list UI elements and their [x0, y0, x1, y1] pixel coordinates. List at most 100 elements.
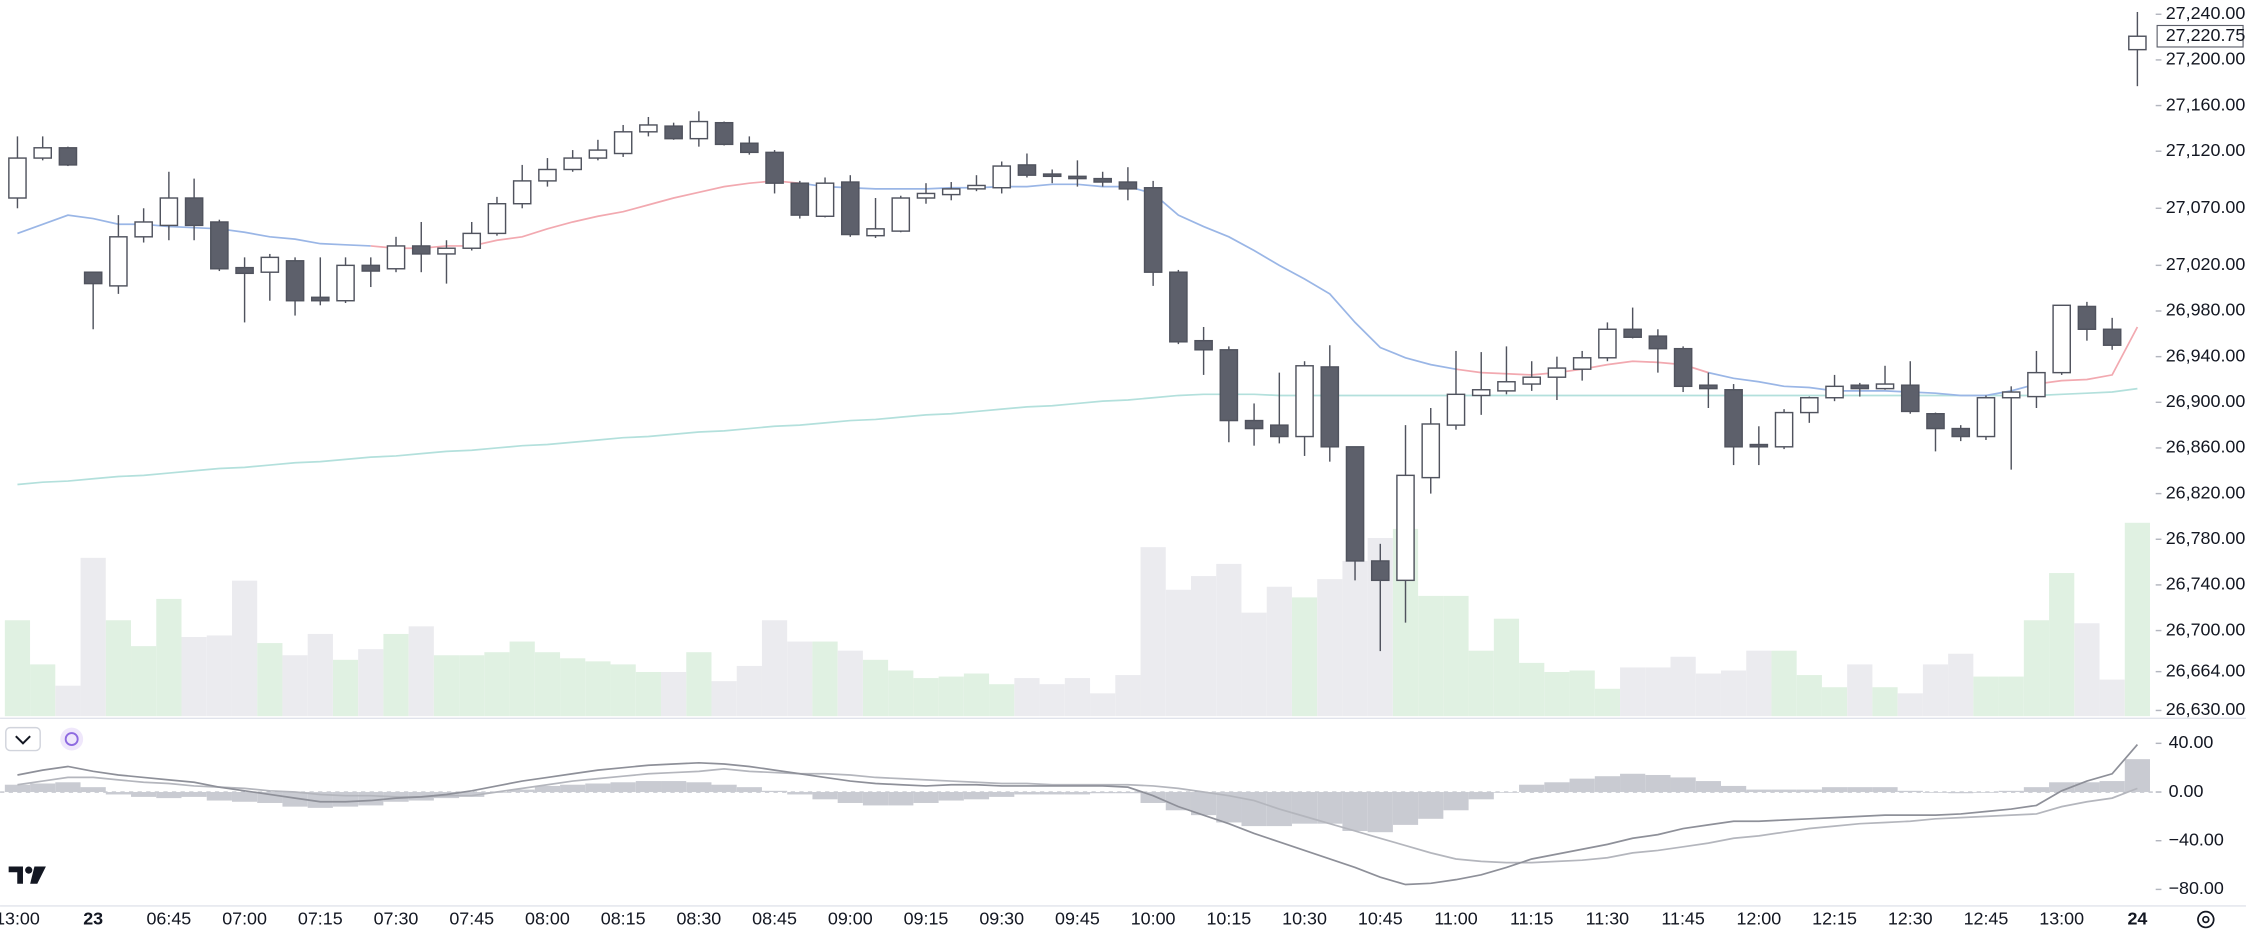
macd-histogram-bar — [509, 789, 535, 793]
volume-bar — [761, 620, 788, 717]
candle-body — [1951, 427, 1971, 438]
macd-histogram-bar — [1821, 787, 1848, 793]
macd-histogram-bar — [1746, 789, 1772, 793]
volume-bar — [282, 655, 308, 717]
button-frame[interactable] — [5, 726, 41, 752]
settings-button[interactable] — [2197, 910, 2215, 929]
volume-bar — [888, 670, 914, 717]
candle-body — [1976, 397, 1996, 438]
volume-bar — [30, 664, 56, 717]
volume-bar — [1165, 589, 1191, 717]
volume-bar — [1796, 675, 1822, 717]
volume-bar — [1645, 667, 1671, 717]
volume-bar — [2099, 679, 2125, 717]
volume-bar — [2049, 573, 2075, 717]
candle-body — [563, 157, 582, 171]
macd-histogram-bar — [2049, 782, 2075, 793]
candle-body — [2077, 305, 2097, 330]
refresh-button[interactable] — [60, 727, 84, 751]
macd-histogram-bar — [1670, 777, 1696, 793]
volume-bar — [560, 658, 586, 717]
macd-histogram-bar — [686, 782, 712, 793]
volume-bar — [1620, 667, 1646, 717]
y-tick-label: 27,160.00 — [2166, 94, 2246, 114]
macd-histogram-bar — [585, 783, 611, 793]
x-tick-label: 08:00 — [525, 908, 570, 928]
candle-body — [33, 147, 53, 159]
logo-part — [25, 866, 33, 874]
volume-bar — [1872, 687, 1898, 717]
macd-histogram-bar — [358, 792, 384, 806]
macd-histogram-bar — [181, 792, 207, 797]
macd-histogram-bar — [131, 792, 157, 797]
x-tick-label: 10:30 — [1282, 908, 1327, 928]
candle-body — [1042, 173, 1062, 178]
macd-histogram-bar — [1948, 792, 1974, 794]
candle-body — [992, 165, 1012, 189]
macd-histogram-bar — [2124, 759, 2150, 793]
volume-bar — [1266, 586, 1292, 717]
y-tick-label: 26,664.00 — [2166, 660, 2246, 680]
x-tick-label: 13:00 — [0, 908, 40, 928]
gear-icon[interactable] — [2197, 910, 2215, 929]
candle-body — [1421, 423, 1441, 479]
candle-body — [1295, 365, 1314, 438]
x-tick-label: 11:00 — [1434, 908, 1477, 928]
candle-body — [1572, 357, 1592, 370]
candle-body — [1926, 413, 1945, 430]
chevron-icon — [15, 735, 31, 745]
y-tick-label: 26,860.00 — [2166, 437, 2246, 457]
x-tick-label: 06:45 — [146, 908, 191, 928]
x-tick-label: 09:30 — [979, 908, 1024, 928]
candle-body — [1648, 335, 1668, 350]
candle-body — [1799, 397, 1819, 414]
candle-body — [740, 142, 759, 154]
volume-bar — [206, 635, 232, 717]
macd-histogram-bar — [787, 792, 813, 795]
candle-body — [2128, 35, 2147, 51]
candle-body — [1724, 389, 1743, 448]
volume-bar — [2124, 522, 2150, 717]
macd-histogram-bar — [231, 792, 258, 802]
candle-body — [1370, 560, 1390, 582]
candle-body — [613, 131, 633, 155]
x-tick-label: 11:45 — [1661, 908, 1704, 928]
button-bg[interactable] — [60, 727, 84, 751]
x-tick-label: 09:00 — [828, 908, 873, 928]
x-tick-label: 09:15 — [904, 908, 949, 928]
y-tick-label: 27,240.00 — [2166, 3, 2246, 23]
last-price-box — [2156, 24, 2244, 48]
y-tick-label: 26,820.00 — [2166, 482, 2246, 502]
volume-bar — [1216, 563, 1242, 717]
macd-histogram-bar — [1922, 792, 1949, 793]
candle-body — [1497, 381, 1516, 392]
candle-body — [411, 245, 431, 255]
candle-body — [1320, 366, 1340, 448]
x-tick-label: 08:30 — [676, 908, 721, 928]
macd-histogram-bar — [459, 792, 485, 797]
candle-body — [1017, 164, 1037, 176]
macd-histogram-bar — [1064, 792, 1091, 795]
candle-body — [967, 184, 986, 190]
volume-bar — [55, 685, 81, 717]
candle-body — [538, 168, 557, 182]
volume-bar — [433, 655, 460, 717]
x-tick-label: 12:30 — [1888, 908, 1933, 928]
candle-body — [1169, 271, 1188, 343]
signal-line — [17, 768, 2138, 864]
macd-histogram-bar — [534, 785, 561, 793]
collapse-button[interactable] — [5, 726, 41, 752]
volume-bar — [913, 678, 939, 717]
macd-histogram-bar — [257, 792, 283, 803]
candle-body — [840, 181, 860, 236]
candle-body — [2001, 391, 2021, 399]
volume-bar — [837, 650, 863, 717]
volume-bar — [2023, 620, 2050, 717]
x-tick-label: 09:45 — [1055, 908, 1100, 928]
volume-bar — [1594, 688, 1621, 717]
candle-body — [361, 264, 381, 272]
candle-body — [437, 247, 456, 255]
macd-histogram-bar — [560, 784, 586, 793]
y-tick-label: 27,200.00 — [2166, 49, 2246, 69]
